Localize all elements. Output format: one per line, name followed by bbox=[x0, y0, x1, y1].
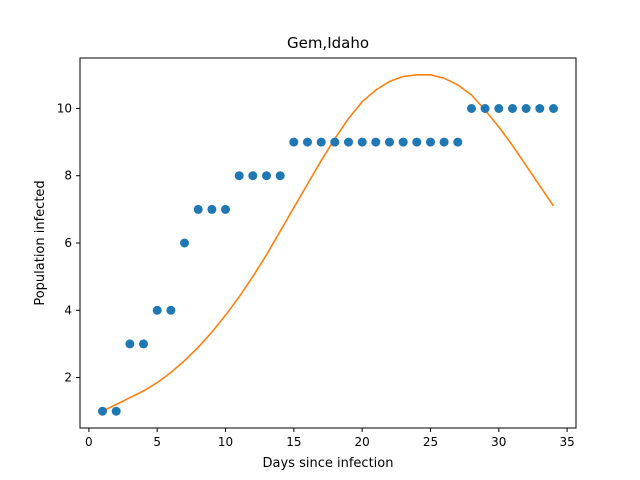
x-tick-label: 35 bbox=[559, 435, 574, 449]
data-point bbox=[494, 104, 504, 113]
x-tick-label: 0 bbox=[85, 435, 93, 449]
y-tick-label: 4 bbox=[64, 303, 72, 317]
data-point bbox=[412, 137, 422, 147]
data-point bbox=[207, 204, 217, 214]
data-point bbox=[357, 137, 367, 147]
data-point bbox=[549, 104, 558, 113]
data-point bbox=[111, 406, 121, 416]
data-point bbox=[535, 104, 545, 113]
y-tick-label: 6 bbox=[64, 236, 72, 250]
data-point bbox=[98, 406, 107, 416]
data-point bbox=[467, 104, 476, 113]
x-tick-label: 30 bbox=[491, 435, 506, 449]
data-point bbox=[344, 137, 353, 147]
data-point bbox=[180, 238, 189, 248]
y-tick-label: 8 bbox=[64, 169, 72, 183]
data-point bbox=[398, 137, 408, 147]
x-tick-label: 5 bbox=[153, 435, 161, 449]
data-point bbox=[453, 137, 463, 147]
fit-line bbox=[102, 74, 555, 412]
axes-frame bbox=[79, 57, 577, 429]
data-point bbox=[262, 171, 271, 181]
x-tick-label: 20 bbox=[355, 435, 370, 449]
chart-title: Gem,Idaho bbox=[287, 34, 369, 52]
plot-area bbox=[98, 74, 558, 416]
data-point bbox=[193, 204, 203, 214]
data-point bbox=[152, 305, 162, 315]
data-point bbox=[125, 339, 135, 349]
data-point bbox=[248, 171, 258, 181]
data-point bbox=[371, 137, 381, 147]
x-tick-label: 25 bbox=[423, 435, 438, 449]
y-tick-label: 2 bbox=[64, 371, 72, 385]
data-point bbox=[385, 137, 394, 147]
data-point bbox=[166, 305, 176, 315]
data-point bbox=[289, 137, 299, 147]
x-tick-label: 15 bbox=[286, 435, 301, 449]
x-axis: 0 5 10 15 20 25 30 35 bbox=[85, 428, 575, 449]
data-point bbox=[234, 171, 244, 181]
data-point bbox=[316, 137, 326, 147]
data-point bbox=[221, 204, 230, 214]
data-point bbox=[330, 137, 340, 147]
data-point bbox=[303, 137, 312, 147]
data-point bbox=[521, 104, 531, 113]
data-point bbox=[439, 137, 449, 147]
data-point bbox=[139, 339, 148, 349]
data-point bbox=[508, 104, 517, 113]
y-axis-label: Population infected bbox=[33, 180, 48, 305]
data-point bbox=[480, 104, 490, 113]
y-tick-label: 10 bbox=[57, 101, 72, 115]
data-point bbox=[275, 171, 285, 181]
x-tick-label: 10 bbox=[218, 435, 233, 449]
x-axis-label: Days since infection bbox=[263, 456, 394, 471]
y-axis: 2 4 6 8 10 bbox=[57, 101, 80, 385]
data-point bbox=[426, 137, 435, 147]
